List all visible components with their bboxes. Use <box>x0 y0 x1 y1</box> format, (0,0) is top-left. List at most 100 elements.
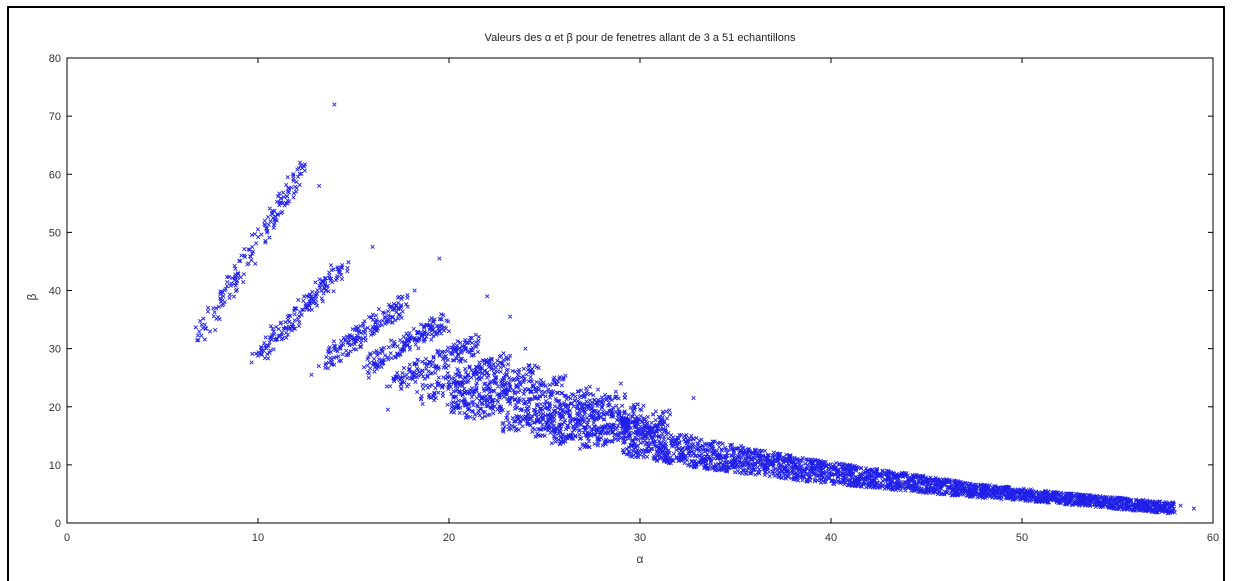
data-point <box>372 350 377 355</box>
data-point <box>516 396 522 401</box>
y-tick-label: 10 <box>49 460 61 472</box>
data-point <box>579 388 584 393</box>
data-point <box>382 310 387 316</box>
data-point <box>380 360 386 366</box>
data-point <box>553 439 558 444</box>
data-point <box>428 363 434 369</box>
data-point <box>345 266 350 271</box>
data-point <box>455 339 460 344</box>
data-point <box>500 428 506 433</box>
data-point <box>320 299 325 304</box>
data-point <box>584 399 589 404</box>
data-point <box>562 400 567 406</box>
data-point <box>505 410 511 415</box>
data-point <box>505 413 510 418</box>
figure-frame <box>7 6 1225 581</box>
data-point <box>485 370 490 375</box>
data-point <box>551 377 556 382</box>
data-point <box>464 412 469 417</box>
data-point <box>439 323 444 328</box>
data-point <box>463 358 468 363</box>
data-point <box>372 356 377 361</box>
data-point <box>575 412 580 418</box>
data-point <box>497 404 502 409</box>
data-point <box>458 340 463 345</box>
data-point <box>274 337 280 342</box>
data-point <box>435 383 441 388</box>
data-point <box>414 362 419 367</box>
data-point <box>482 382 487 387</box>
data-point <box>425 385 431 390</box>
data-point <box>264 226 269 231</box>
data-point <box>557 376 562 381</box>
data-point <box>525 421 530 426</box>
data-point <box>353 327 358 333</box>
data-point <box>429 337 434 342</box>
data-point <box>545 420 550 425</box>
data-point <box>501 375 506 380</box>
data-point <box>471 371 477 376</box>
data-point <box>405 295 410 301</box>
data-point <box>384 384 389 389</box>
data-point <box>218 292 223 297</box>
data-point <box>328 278 333 283</box>
data-point <box>538 402 543 407</box>
data-point <box>536 427 541 432</box>
data-point <box>463 366 468 371</box>
data-point <box>242 246 247 252</box>
data-point <box>459 380 464 385</box>
data-point <box>400 347 405 352</box>
data-point <box>375 328 380 333</box>
data-point <box>314 303 320 308</box>
data-point <box>410 371 415 376</box>
data-point <box>233 288 239 294</box>
data-point <box>286 317 291 323</box>
data-point <box>285 332 291 337</box>
data-point <box>521 401 527 406</box>
y-tick-label: 50 <box>49 227 61 239</box>
data-point <box>377 319 382 324</box>
data-point <box>628 405 633 410</box>
data-point <box>286 313 291 318</box>
data-point <box>582 393 587 399</box>
data-point <box>459 350 464 356</box>
data-point <box>571 392 576 398</box>
data-point <box>449 401 454 406</box>
data-point <box>318 281 324 286</box>
data-point <box>213 328 218 333</box>
x-tick-label: 30 <box>634 532 646 544</box>
data-point <box>395 370 400 376</box>
data-point <box>256 350 261 355</box>
data-point <box>406 367 412 372</box>
data-point <box>339 338 344 344</box>
data-point <box>504 372 510 377</box>
data-point <box>457 410 462 415</box>
data-point <box>249 360 254 365</box>
data-point <box>432 364 437 369</box>
data-point <box>510 415 515 421</box>
data-point <box>389 356 394 361</box>
data-point <box>291 195 296 200</box>
data-point <box>316 363 321 369</box>
data-point <box>507 382 512 387</box>
data-point <box>337 346 342 351</box>
data-point <box>536 365 541 371</box>
data-point <box>270 208 275 213</box>
data-point <box>291 191 297 196</box>
data-point <box>411 326 416 332</box>
data-point <box>548 425 554 430</box>
data-point <box>469 340 475 346</box>
data-point <box>344 348 349 353</box>
data-point <box>501 363 506 369</box>
data-point <box>391 344 396 349</box>
data-point <box>323 362 328 368</box>
data-point <box>446 319 451 324</box>
data-point <box>517 381 522 386</box>
data-point <box>250 351 255 357</box>
data-point <box>626 412 631 418</box>
x-tick-label: 50 <box>1016 532 1028 544</box>
data-point <box>450 358 455 363</box>
data-point <box>383 315 388 320</box>
data-point <box>304 304 310 310</box>
